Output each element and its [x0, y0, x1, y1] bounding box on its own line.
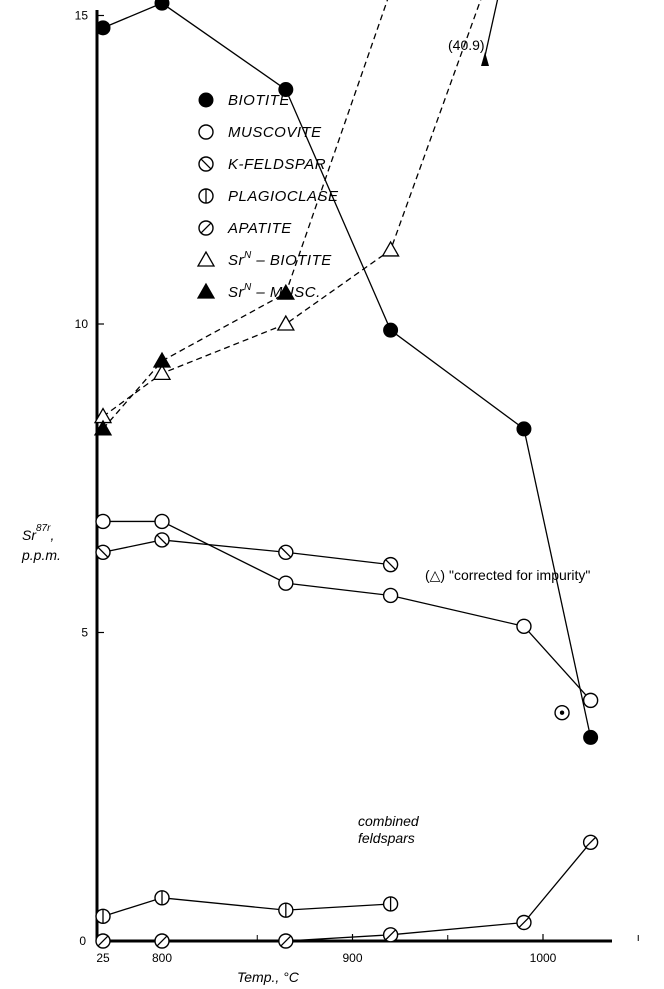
legend-label-muscovite: MUSCOVITE	[228, 124, 322, 141]
correction-note: (△) "corrected for impurity"	[425, 567, 590, 583]
point-apatite-1	[154, 933, 170, 949]
point-srn_biotite-3	[381, 240, 400, 257]
point-plagioclase-1	[154, 890, 170, 906]
legend-marker-apatite	[198, 220, 214, 236]
y-tick-label-15: 15	[75, 9, 89, 23]
x-tick-label-25: 25	[96, 951, 110, 965]
point-muscovite-0	[95, 513, 111, 530]
combined-feldspars-marker	[554, 705, 570, 721]
legend-item-kfeldspar: K-FELDSPAR	[198, 156, 326, 173]
point-biotite-1	[154, 0, 170, 11]
series-line-apatite	[103, 841, 592, 942]
legend-label-srn_musc: SrN – MUSC.	[228, 282, 321, 301]
y-tick-label-5: 5	[81, 626, 88, 640]
y-tick-label-10: 10	[75, 317, 89, 331]
point-plagioclase-2	[278, 902, 294, 918]
series-line-muscovite	[103, 520, 592, 701]
y-axis-label-base: Sr	[22, 527, 37, 543]
point-biotite-3	[383, 322, 399, 338]
x-axis-label: Temp., °C	[237, 969, 300, 985]
series-line-srn_biotite	[102, 0, 482, 418]
y-axis-label-sup: 87r	[36, 523, 51, 534]
legend-item-biotite: BIOTITE	[198, 92, 290, 109]
combined-feldspars-label-line1: combined	[358, 813, 420, 829]
off-scale-arrow-line	[484, 0, 499, 57]
legend-marker-muscovite	[198, 124, 214, 140]
point-muscovite-2	[278, 575, 294, 591]
point-srn_musc-2	[276, 283, 295, 300]
point-srn_musc-0	[93, 419, 113, 436]
point-muscovite-1	[154, 513, 170, 530]
point-biotite-0	[95, 20, 111, 36]
point-muscovite-5	[582, 692, 599, 709]
legend-marker-srn_biotite	[196, 250, 216, 267]
legend-marker-biotite	[198, 92, 214, 108]
legend-label-plagioclase: PLAGIOCLASE	[228, 188, 339, 205]
point-apatite-2	[278, 933, 294, 949]
y-tick-label-0: 0	[79, 934, 86, 948]
x-tick-label-1000: 1000	[530, 951, 557, 965]
point-muscovite-3	[382, 587, 399, 604]
legend-item-plagioclase: PLAGIOCLASE	[198, 188, 339, 205]
point-kfeldspar-2	[278, 544, 294, 560]
point-apatite-0	[95, 933, 111, 949]
legend-item-apatite: APATITE	[198, 220, 292, 237]
combined-feldspars-point	[554, 705, 570, 721]
axes	[95, 10, 612, 943]
point-biotite-2	[278, 82, 294, 98]
x-tick-label-900: 900	[342, 951, 362, 965]
point-muscovite-4	[516, 618, 532, 635]
legend-label-apatite: APATITE	[227, 220, 292, 237]
legend-label-srn_biotite: SrN – BIOTITE	[228, 250, 332, 269]
x-tick-label-800: 800	[152, 951, 172, 965]
point-biotite-4	[516, 421, 532, 437]
series-line-plagioclase	[102, 897, 391, 917]
legend-marker-plagioclase	[198, 188, 214, 204]
legend-marker-kfeldspar	[198, 156, 214, 172]
series-line-srn_musc	[102, 0, 389, 430]
legend-item-srn_musc: SrN – MUSC.	[196, 282, 321, 301]
point-apatite-3	[382, 927, 399, 943]
legend-item-muscovite: MUSCOVITE	[198, 124, 322, 141]
point-biotite-5	[583, 729, 599, 745]
point-plagioclase-0	[95, 908, 111, 925]
off-scale-arrow	[481, 0, 499, 66]
y-axis-label-suffix: ,	[50, 527, 54, 543]
legend-item-srn_biotite: SrN – BIOTITE	[196, 250, 332, 269]
legend-marker-srn_musc	[196, 282, 216, 299]
point-kfeldspar-3	[382, 556, 399, 573]
legend-label-kfeldspar: K-FELDSPAR	[228, 156, 326, 173]
point-plagioclase-3	[382, 896, 399, 912]
y-axis-label-units: p.p.m.	[21, 547, 61, 563]
point-srn_biotite-2	[276, 314, 295, 331]
series-lines	[102, 0, 592, 942]
point-kfeldspar-0	[95, 544, 111, 560]
legend-label-biotite: BIOTITE	[228, 92, 290, 109]
series-markers	[93, 0, 599, 949]
off-scale-arrow-head	[481, 52, 489, 66]
off-scale-value-label: (40.9)	[448, 37, 485, 53]
point-apatite-4	[516, 914, 532, 931]
point-apatite-5	[582, 834, 599, 850]
x-ticks: 25 800 900 1000	[96, 934, 639, 965]
y-axis-label: Sr87r,	[22, 523, 54, 543]
point-srn_biotite-1	[152, 364, 172, 381]
combined-feldspars-label-line2: feldspars	[358, 830, 415, 846]
series-line-kfeldspar	[102, 539, 391, 566]
point-srn_musc-1	[152, 351, 172, 368]
series-line-biotite	[102, 2, 592, 738]
point-kfeldspar-1	[154, 532, 170, 548]
legend: BIOTITE MUSCOVITE K-FELDSPAR PLAGIOCLASE APA…	[196, 92, 339, 301]
y-ticks: 0510152025	[75, 9, 104, 948]
